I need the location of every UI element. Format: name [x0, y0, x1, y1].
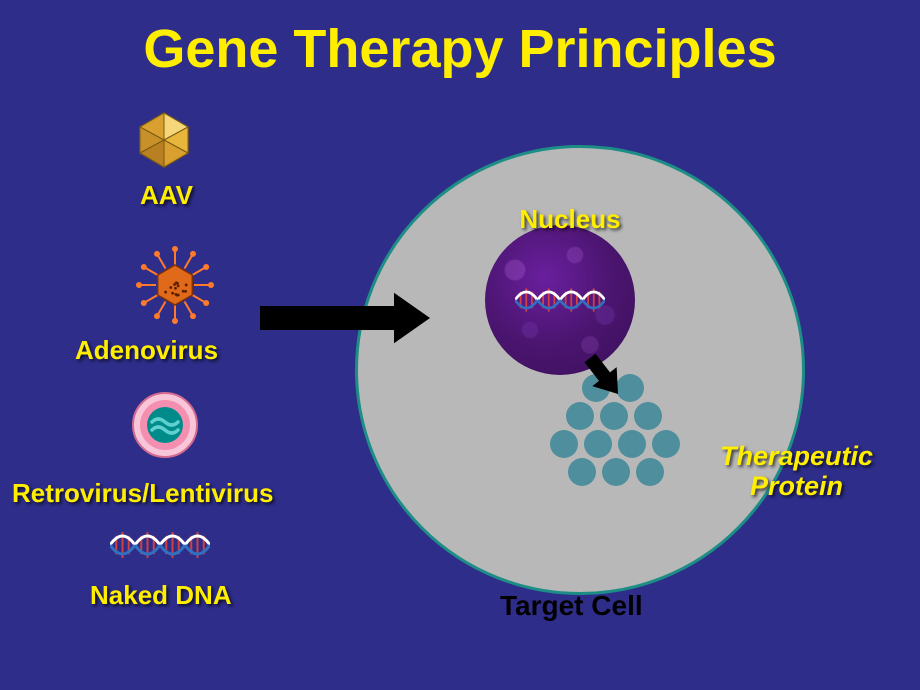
aav-label: AAV [140, 180, 193, 211]
aav-icon [134, 110, 194, 170]
protein-dot [616, 374, 644, 402]
adenovirus-icon [135, 245, 215, 325]
protein-dot [618, 430, 646, 458]
retrovirus-icon [130, 390, 200, 460]
protein-dot [600, 402, 628, 430]
protein-dot [550, 430, 578, 458]
slide-title: Gene Therapy Principles [0, 18, 920, 80]
therapeutic-protein-label: TherapeuticProtein [720, 442, 873, 501]
naked-dna-icon [110, 520, 210, 570]
protein-dot [584, 430, 612, 458]
protein-dot [652, 430, 680, 458]
protein-dot [636, 458, 664, 486]
nucleus-label: Nucleus [500, 204, 640, 235]
protein-dot [634, 402, 662, 430]
naked-dna-label: Naked DNA [90, 580, 232, 611]
retrovirus-label: Retrovirus/Lentivirus [12, 478, 274, 509]
protein-dot [602, 458, 630, 486]
target-cell-label: Target Cell [500, 590, 643, 622]
protein-dot [582, 374, 610, 402]
protein-dot [568, 458, 596, 486]
adenovirus-label: Adenovirus [75, 335, 218, 366]
protein-dot [566, 402, 594, 430]
nucleus-dna-icon [515, 285, 605, 315]
